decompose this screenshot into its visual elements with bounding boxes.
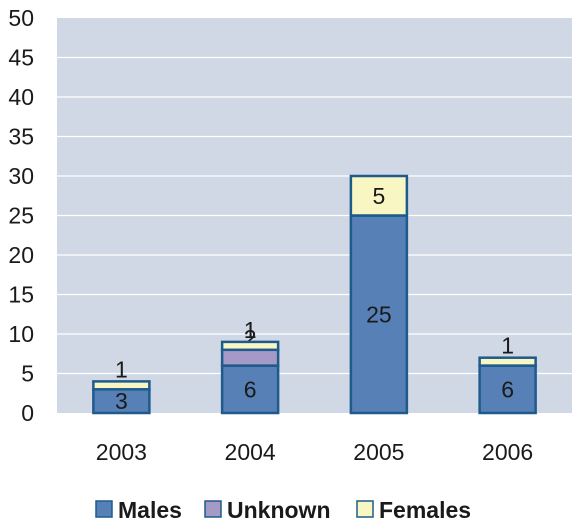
data-label-females-2004: 1 (244, 317, 257, 343)
x-tick-label: 2005 (353, 439, 404, 465)
data-label-males-2005: 25 (366, 301, 392, 327)
x-tick-label: 2003 (96, 439, 147, 465)
x-tick-label: 2004 (225, 439, 276, 465)
data-label-females-2003: 1 (115, 356, 128, 382)
gridlines (57, 56, 572, 375)
data-label-females-2006: 1 (501, 333, 514, 359)
bar-segment-females-2005 (349, 174, 409, 217)
legend-label-unknown: Unknown (227, 497, 331, 523)
bar-segment-females-2006 (478, 356, 537, 367)
legend-label-females: Females (379, 497, 471, 523)
y-tick-label: 5 (21, 361, 34, 387)
y-tick-label: 15 (8, 282, 34, 308)
y-tick-label: 25 (8, 203, 34, 229)
y-tick-label: 10 (8, 321, 34, 347)
y-tick-label: 50 (8, 5, 34, 31)
x-axis: 2003 2004 2005 2006 (96, 439, 533, 465)
legend-label-males: Males (118, 497, 182, 523)
legend-swatch-males (95, 500, 113, 518)
data-label-males-2004: 6 (244, 376, 257, 402)
legend: Males Unknown Females (95, 497, 471, 523)
data-label-males-2003: 3 (115, 388, 128, 414)
bar-segment-females-2004 (220, 340, 280, 352)
data-label-males-2006: 6 (501, 376, 514, 402)
bar-segment-unknown-2004 (220, 348, 280, 367)
y-tick-label: 45 (8, 45, 34, 71)
x-tick-label: 2006 (482, 439, 533, 465)
legend-swatch-unknown (204, 500, 222, 518)
y-tick-label: 20 (8, 242, 34, 268)
y-tick-label: 30 (8, 163, 34, 189)
bar-segment-females-2003 (92, 380, 151, 391)
y-tick-label: 35 (8, 124, 34, 150)
legend-swatch-females (356, 500, 374, 518)
y-axis: 0 5 10 15 20 25 30 35 40 45 50 (8, 5, 34, 426)
bar-segment-males-2004 (220, 364, 280, 415)
data-label-females-2005: 5 (372, 183, 385, 209)
y-tick-label: 40 (8, 84, 34, 110)
y-tick-label: 0 (21, 400, 34, 426)
bar-segment-males-2006 (478, 364, 537, 415)
